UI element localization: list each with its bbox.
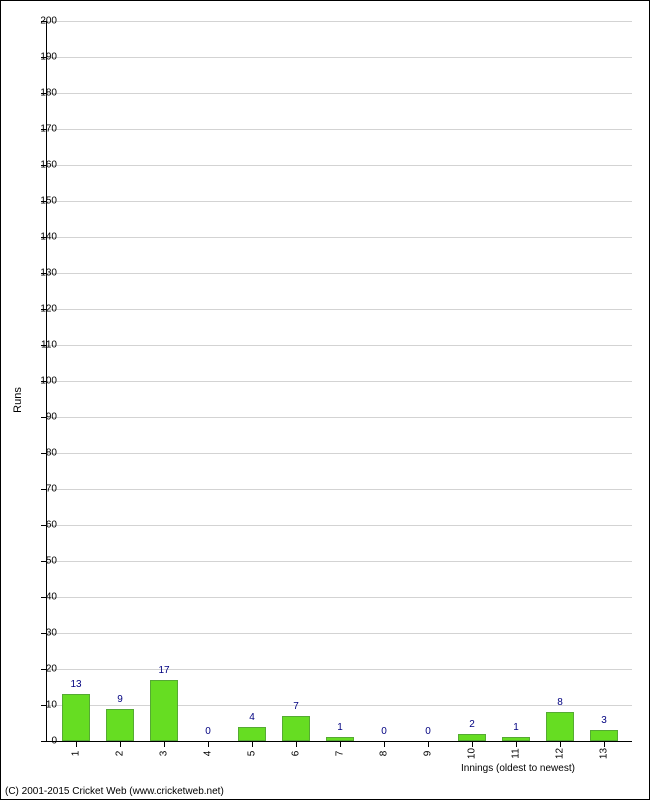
x-tick (252, 741, 253, 747)
gridline (47, 201, 632, 202)
y-tick-label: 140 (27, 232, 57, 243)
x-tick-label: 5 (247, 751, 258, 757)
bar (62, 694, 90, 741)
x-tick-label: 9 (423, 751, 434, 757)
y-axis-title: Runs (12, 387, 24, 413)
y-tick-label: 60 (27, 520, 57, 531)
x-tick-label: 3 (159, 751, 170, 757)
x-tick (472, 741, 473, 747)
x-tick (560, 741, 561, 747)
bar-value-label: 1 (337, 722, 343, 733)
x-tick (164, 741, 165, 747)
copyright-text: (C) 2001-2015 Cricket Web (www.cricketwe… (5, 786, 224, 797)
x-tick-label: 11 (511, 748, 522, 758)
gridline (47, 417, 632, 418)
bar-value-label: 7 (293, 701, 299, 712)
x-tick (76, 741, 77, 747)
bar (546, 712, 574, 741)
gridline (47, 21, 632, 22)
x-tick (120, 741, 121, 747)
x-tick (384, 741, 385, 747)
gridline (47, 165, 632, 166)
bar-value-label: 13 (70, 679, 81, 690)
gridline (47, 633, 632, 634)
gridline (47, 597, 632, 598)
x-tick-label: 2 (115, 751, 126, 757)
bar-value-label: 0 (381, 726, 387, 737)
x-tick-label: 4 (203, 751, 214, 757)
gridline (47, 705, 632, 706)
gridline (47, 309, 632, 310)
y-tick-label: 200 (27, 16, 57, 27)
x-tick-label: 8 (379, 751, 390, 757)
gridline (47, 561, 632, 562)
gridline (47, 129, 632, 130)
bar-value-label: 2 (469, 719, 475, 730)
x-tick-label: 13 (599, 748, 610, 759)
y-tick-label: 110 (27, 340, 57, 351)
x-tick-label: 1 (71, 751, 82, 757)
bar-value-label: 8 (557, 697, 563, 708)
bar (282, 716, 310, 741)
x-tick-label: 7 (335, 751, 346, 757)
gridline (47, 669, 632, 670)
bar (590, 730, 618, 741)
y-tick-label: 170 (27, 124, 57, 135)
bar-value-label: 0 (425, 726, 431, 737)
bar (150, 680, 178, 741)
bar (238, 727, 266, 741)
y-tick-label: 20 (27, 664, 57, 675)
gridline (47, 525, 632, 526)
bar-value-label: 17 (158, 665, 169, 676)
bar-value-label: 9 (117, 694, 123, 705)
gridline (47, 237, 632, 238)
chart-container: Runs 13192173044576170809210111812313 (C… (0, 0, 650, 800)
bar-value-label: 4 (249, 712, 255, 723)
bar (106, 709, 134, 741)
y-tick-label: 120 (27, 304, 57, 315)
x-tick (340, 741, 341, 747)
bar-value-label: 3 (601, 715, 607, 726)
y-tick-label: 100 (27, 376, 57, 387)
y-tick-label: 150 (27, 196, 57, 207)
gridline (47, 345, 632, 346)
gridline (47, 273, 632, 274)
gridline (47, 453, 632, 454)
x-tick-label: 12 (555, 748, 566, 759)
gridline (47, 489, 632, 490)
gridline (47, 57, 632, 58)
bar-value-label: 0 (205, 726, 211, 737)
y-tick-label: 30 (27, 628, 57, 639)
x-tick-label: 6 (291, 751, 302, 757)
y-tick-label: 80 (27, 448, 57, 459)
bar-value-label: 1 (513, 722, 519, 733)
y-tick-label: 90 (27, 412, 57, 423)
x-tick-label: 10 (467, 748, 478, 759)
y-tick-label: 0 (27, 736, 57, 747)
x-tick (428, 741, 429, 747)
y-tick-label: 190 (27, 52, 57, 63)
plot-area: 13192173044576170809210111812313 (46, 21, 632, 742)
bar (458, 734, 486, 741)
gridline (47, 93, 632, 94)
y-tick-label: 40 (27, 592, 57, 603)
x-tick (296, 741, 297, 747)
x-tick (516, 741, 517, 747)
y-tick-label: 180 (27, 88, 57, 99)
x-tick (604, 741, 605, 747)
y-tick-label: 50 (27, 556, 57, 567)
gridline (47, 381, 632, 382)
y-tick-label: 10 (27, 700, 57, 711)
y-tick-label: 70 (27, 484, 57, 495)
y-tick-label: 130 (27, 268, 57, 279)
x-axis-title: Innings (oldest to newest) (461, 763, 575, 774)
y-tick-label: 160 (27, 160, 57, 171)
x-tick (208, 741, 209, 747)
